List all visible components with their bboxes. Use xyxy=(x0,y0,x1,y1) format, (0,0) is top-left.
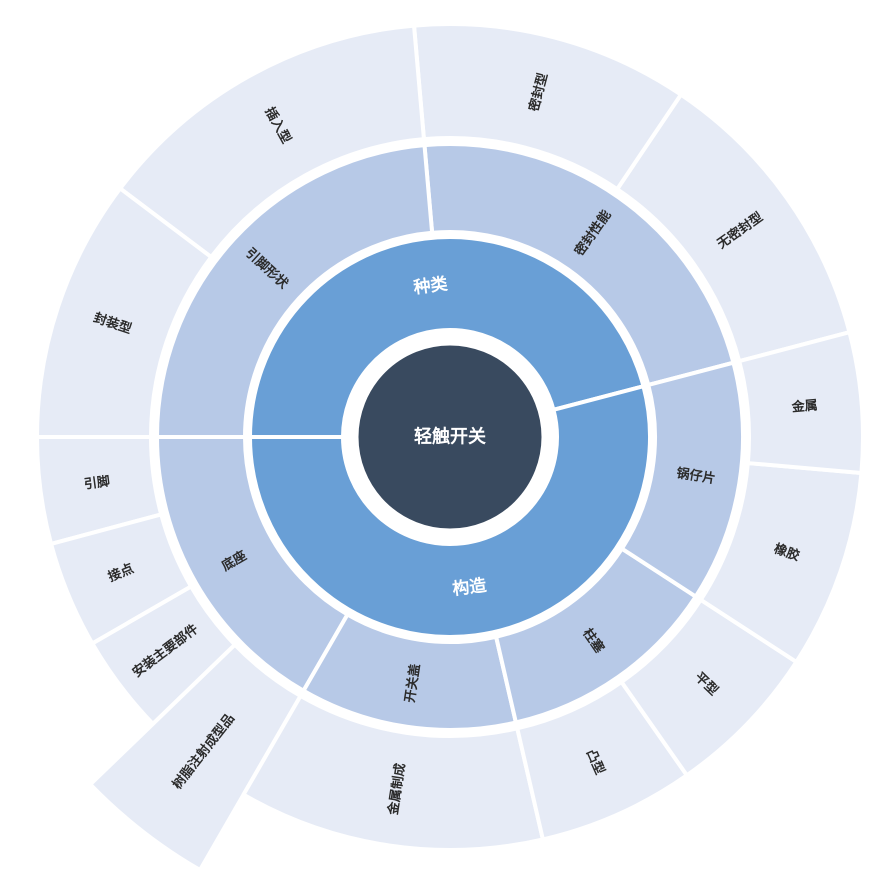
sunburst-center-label: 轻触开关 xyxy=(414,426,486,448)
sunburst-sector[interactable] xyxy=(88,642,303,873)
sunburst-sector[interactable] xyxy=(619,360,745,599)
sunburst-sector[interactable] xyxy=(248,235,646,439)
sunburst-sector-label: 引脚 xyxy=(83,473,111,492)
sunburst-sector-label: 金属 xyxy=(790,397,818,415)
sunburst-sector-label: 开关盖 xyxy=(402,663,424,704)
sunburst-sector-label: 锅仔片 xyxy=(675,465,716,487)
sunburst-sector[interactable] xyxy=(248,384,652,639)
sunburst-sector-label: 金属制成 xyxy=(385,762,409,817)
sunburst-sector-label: 种类 xyxy=(411,273,449,298)
sunburst-sector-label: 构造 xyxy=(451,575,488,600)
sunburst-sector[interactable] xyxy=(155,143,435,439)
sunburst-center[interactable] xyxy=(349,336,551,538)
sunburst-sector[interactable] xyxy=(737,330,865,475)
